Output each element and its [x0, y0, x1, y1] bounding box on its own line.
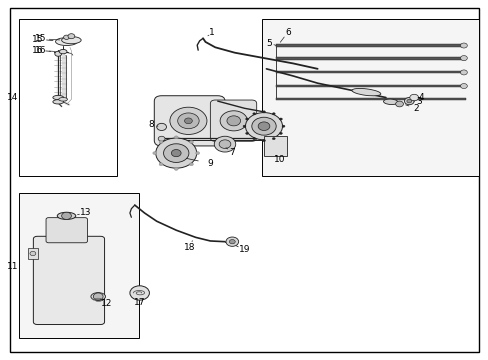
Ellipse shape [61, 37, 81, 44]
Ellipse shape [57, 212, 76, 220]
Text: 4: 4 [417, 93, 423, 102]
Circle shape [93, 293, 103, 300]
Ellipse shape [59, 98, 67, 101]
Circle shape [225, 237, 238, 246]
Text: 5: 5 [265, 39, 271, 48]
Text: 11: 11 [7, 262, 19, 271]
Ellipse shape [91, 293, 105, 301]
Circle shape [460, 55, 467, 60]
Circle shape [153, 152, 157, 154]
Circle shape [258, 122, 269, 131]
Circle shape [55, 51, 61, 56]
Circle shape [214, 136, 235, 152]
Ellipse shape [383, 99, 397, 104]
Circle shape [220, 111, 247, 131]
Circle shape [245, 132, 248, 134]
Text: 9: 9 [207, 159, 213, 168]
Circle shape [189, 163, 193, 166]
Text: 8: 8 [148, 120, 153, 129]
Circle shape [226, 116, 240, 126]
Text: 15: 15 [35, 34, 46, 43]
FancyBboxPatch shape [154, 96, 224, 146]
Circle shape [282, 125, 285, 127]
Bar [276, 44, 466, 47]
Bar [27, 248, 38, 259]
Circle shape [157, 123, 166, 131]
Circle shape [158, 136, 164, 141]
Bar [276, 57, 466, 59]
Bar [19, 193, 139, 338]
Text: 2: 2 [412, 104, 418, 113]
Circle shape [262, 139, 265, 141]
Ellipse shape [351, 89, 380, 96]
Text: 19: 19 [238, 246, 250, 255]
Circle shape [68, 34, 75, 39]
Text: 13: 13 [80, 208, 92, 217]
FancyBboxPatch shape [33, 236, 104, 324]
Circle shape [245, 118, 248, 120]
Circle shape [169, 107, 206, 134]
Circle shape [30, 251, 36, 256]
Circle shape [156, 138, 196, 168]
Text: 16: 16 [31, 46, 43, 55]
Circle shape [61, 212, 71, 220]
Ellipse shape [59, 49, 67, 54]
Circle shape [395, 101, 403, 107]
Circle shape [243, 125, 245, 127]
Bar [264, 136, 287, 156]
Circle shape [229, 239, 235, 244]
Text: 12: 12 [101, 299, 112, 308]
Circle shape [252, 113, 255, 115]
Ellipse shape [53, 95, 63, 100]
Circle shape [184, 118, 192, 124]
Circle shape [245, 113, 282, 140]
Circle shape [174, 167, 178, 170]
Circle shape [159, 140, 163, 143]
Circle shape [163, 144, 188, 162]
Circle shape [262, 111, 265, 113]
Circle shape [406, 99, 411, 103]
Circle shape [177, 113, 199, 129]
Circle shape [279, 118, 282, 120]
Bar [19, 19, 117, 176]
Text: 18: 18 [184, 243, 195, 252]
Circle shape [195, 152, 199, 154]
Bar [276, 98, 466, 100]
Circle shape [460, 43, 467, 48]
Circle shape [189, 140, 193, 143]
Circle shape [404, 98, 413, 105]
Circle shape [460, 70, 467, 75]
Circle shape [279, 132, 282, 134]
Text: 6: 6 [285, 28, 291, 37]
Text: 15: 15 [31, 35, 43, 44]
Circle shape [159, 163, 163, 166]
Text: 17: 17 [134, 298, 145, 307]
Text: 1: 1 [208, 28, 214, 37]
Circle shape [63, 35, 69, 40]
Bar [261, 19, 478, 176]
Ellipse shape [56, 38, 77, 45]
Text: 3: 3 [415, 97, 421, 106]
Circle shape [251, 117, 276, 135]
Circle shape [171, 149, 181, 157]
Bar [276, 71, 466, 73]
Circle shape [272, 113, 275, 115]
Ellipse shape [53, 100, 63, 104]
FancyBboxPatch shape [210, 100, 256, 141]
Circle shape [460, 84, 467, 89]
Circle shape [272, 138, 275, 140]
Circle shape [130, 286, 149, 300]
Circle shape [219, 140, 230, 148]
Circle shape [409, 94, 418, 101]
Text: 14: 14 [7, 93, 19, 102]
FancyBboxPatch shape [46, 218, 87, 243]
Text: 7: 7 [229, 148, 235, 157]
Circle shape [174, 136, 178, 139]
Circle shape [252, 138, 255, 140]
Text: 10: 10 [274, 155, 285, 164]
Bar [276, 85, 466, 87]
Text: 16: 16 [35, 46, 46, 55]
